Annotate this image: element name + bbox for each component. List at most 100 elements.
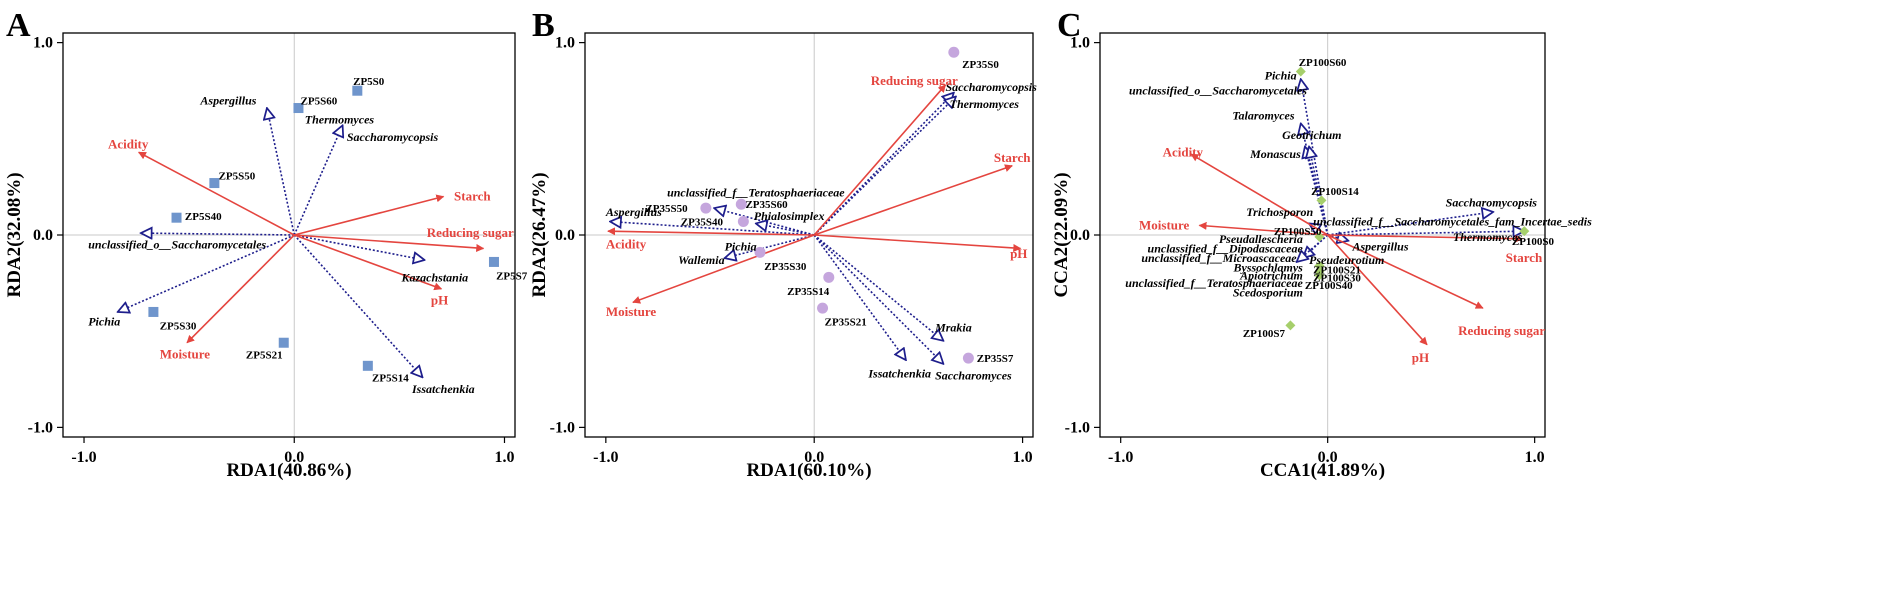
species-label-unclassified-f-teratosphaeriaceae: unclassified_f__Teratosphaeriaceae: [667, 186, 845, 200]
species-label-saccharomyces: Saccharomyces: [935, 368, 1012, 382]
sample-label-zp100s30: ZP100S30: [1313, 272, 1361, 284]
species-arrow-saccharomycopsis: [293, 125, 342, 236]
sample-label-zp100s7: ZP100S7: [1243, 328, 1286, 340]
sample-label-zp5s30: ZP5S30: [160, 320, 197, 332]
env-label-ph: pH: [1412, 350, 1429, 365]
env-arrow-acidity: [607, 227, 815, 236]
env-arrow-ph: [1327, 234, 1428, 346]
sample-point-zp35s30: [754, 246, 766, 258]
species-label-thermomyces: Thermomyces: [950, 97, 1020, 111]
sample-label-zp35s7: ZP35S7: [977, 353, 1014, 365]
species-arrow-unclassified-f-teratosphaeriaceae: [714, 208, 815, 236]
species-arrow-wallemia: [725, 234, 815, 258]
species-label-aspergillus: Aspergillus: [605, 205, 662, 219]
env-arrow-acidity: [137, 151, 295, 236]
env-label-starch: Starch: [454, 189, 491, 204]
species-arrow-aspergillus: [1327, 235, 1349, 241]
sample-label-zp5s21: ZP5S21: [246, 349, 283, 361]
sample-label-zp100s40: ZP100S40: [1305, 280, 1353, 292]
sample-label-zp5s0: ZP5S0: [353, 76, 385, 88]
x-axis-title: RDA1(60.10%): [746, 460, 871, 481]
species-label-issatchenkia: Issatchenkia: [411, 382, 475, 396]
sample-point-zp5s0: [352, 85, 363, 96]
x-tick-label: -1.0: [1108, 449, 1133, 466]
species-label-thermomyces: Thermomyces: [1453, 230, 1523, 244]
sample-point-zp35s0: [948, 46, 960, 58]
env-label-reducing-sugar: Reducing sugar: [871, 73, 958, 88]
sample-point-zp35s40: [737, 216, 749, 228]
species-arrow-unclassified-o-saccharomycetales: [141, 233, 295, 235]
x-tick-label: 0.0: [804, 449, 824, 466]
species-label-unclassified-o-saccharomycetales: unclassified_o__Saccharomycetales: [1129, 84, 1307, 98]
sample-label-zp100s50: ZP100S50: [1274, 226, 1322, 238]
sample-label-zp35s60: ZP35S60: [745, 199, 788, 211]
sample-label-zp5s60: ZP5S60: [301, 95, 338, 107]
sample-label-zp5s50: ZP5S50: [219, 170, 256, 182]
species-arrow-monascus: [1309, 147, 1329, 236]
panel-letter: B: [532, 7, 555, 44]
env-arrow-starch: [813, 164, 1013, 236]
env-arrow-starch: [1327, 234, 1524, 243]
sample-label-zp100s0: ZP100S0: [1512, 236, 1555, 248]
species-arrow-issatchenkia: [293, 234, 422, 377]
species-arrow-issatchenkia: [813, 234, 906, 360]
species-label-unclassified-f-microascaceae: unclassified_f__Microascaceae: [1141, 251, 1297, 265]
panel-letter: A: [6, 7, 31, 44]
sample-label-zp100s14: ZP100S14: [1311, 186, 1359, 198]
y-axis-title: RDA2(32.08%): [4, 172, 25, 297]
species-label-unclassified-f-saccharomycetales-fam-incertae-sedis: unclassified_f__Saccharomycetales_fam_In…: [1313, 215, 1592, 229]
species-label-pseudallescheria: Pseudallescheria: [1219, 232, 1303, 246]
sample-label-zp35s40: ZP35S40: [681, 217, 724, 229]
sample-point-zp100s40: [1314, 270, 1325, 281]
y-tick-label: 1.0: [555, 35, 575, 52]
sample-label-zp35s30: ZP35S30: [764, 261, 807, 273]
panel-b: -1.0 0.0 1.0 -1.0 0.0 1.0 RDA1(60.10%) RDA2(26.…: [529, 7, 1037, 481]
x-tick-label: 1.0: [1525, 449, 1545, 466]
species-label-aspergillus: Aspergillus: [1352, 240, 1409, 254]
y-tick-label: -1.0: [28, 419, 53, 436]
species-label-monascus: Monascus: [1249, 147, 1301, 161]
species-arrow-unclassified-f-microascaceae: [1297, 234, 1329, 262]
species-label-scedosporium: Scedosporium: [1233, 286, 1303, 300]
species-label-geotrichum: Geotrichum: [1282, 128, 1341, 142]
species-label-pichia: Pichia: [725, 240, 757, 254]
env-label-starch: Starch: [994, 150, 1031, 165]
sample-point-zp35s14: [823, 271, 835, 283]
env-label-acidity: Acidity: [1163, 144, 1204, 159]
species-arrow-thermomyces: [1327, 231, 1525, 235]
env-label-ph: pH: [1010, 246, 1027, 261]
env-label-acidity: Acidity: [606, 237, 647, 252]
y-tick-label: 1.0: [1070, 35, 1090, 52]
x-axis-title: RDA1(40.86%): [226, 460, 351, 481]
y-axis-title: CCA2(22.09%): [1051, 172, 1072, 297]
species-label-aspergillus: Aspergillus: [199, 93, 256, 107]
species-label-pseudeurotium: Pseudeurotium: [1309, 253, 1384, 267]
env-arrow-reducing-sugar: [294, 234, 485, 252]
y-axis-title: RDA2(26.47%): [529, 172, 550, 297]
sample-point-zp5s40: [171, 212, 182, 223]
panel-letter: C: [1057, 7, 1082, 44]
species-label-wallemia: Wallemia: [678, 253, 724, 267]
sample-point-zp5s14: [362, 360, 373, 371]
species-arrow-geotrichum: [1305, 147, 1329, 236]
species-label-phialosimplex: Phialosimplex: [754, 209, 825, 223]
species-label-mrakia: Mrakia: [934, 320, 972, 334]
species-label-pichia: Pichia: [1265, 68, 1297, 82]
x-tick-label: 0.0: [1318, 449, 1338, 466]
species-label-kazachstania: Kazachstania: [400, 270, 468, 284]
sample-label-zp35s14: ZP35S14: [787, 286, 830, 298]
species-arrow-saccharomyces: [813, 234, 943, 364]
env-arrow-moisture: [632, 234, 815, 304]
species-label-pichia: Pichia: [88, 315, 120, 329]
x-tick-label: 1.0: [1013, 449, 1033, 466]
sample-label-zp35s0: ZP35S0: [962, 59, 999, 71]
sample-point-zp5s7: [488, 256, 499, 267]
panel-c: -1.0 0.0 1.0 -1.0 0.0 1.0 CCA1(41.89%) CCA2(22.…: [1051, 7, 1592, 481]
env-arrow-reducing-sugar: [813, 84, 947, 236]
sample-point-zp100s0: [1519, 226, 1530, 237]
species-label-issatchenkia: Issatchenkia: [867, 367, 931, 381]
env-arrow-moisture: [186, 234, 295, 344]
y-tick-label: -1.0: [550, 419, 575, 436]
species-arrow-pichia: [118, 234, 295, 312]
env-label-starch: Starch: [1506, 250, 1543, 265]
